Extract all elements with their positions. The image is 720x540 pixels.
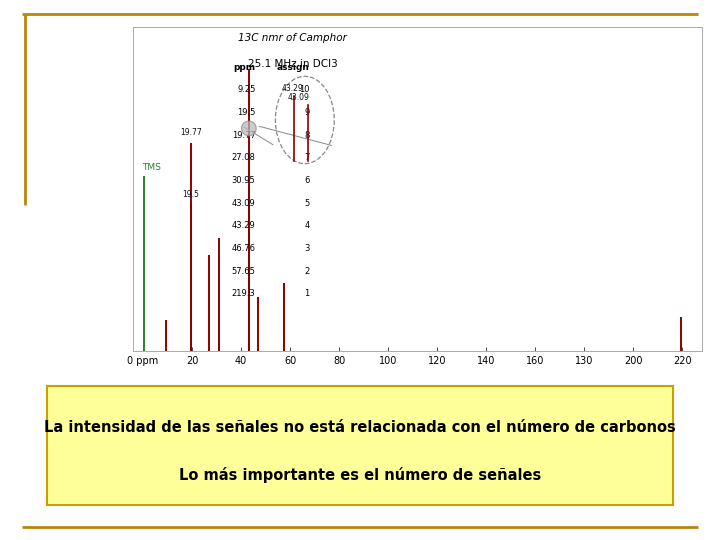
Text: ppm: ppm [233, 63, 256, 72]
Text: assign: assign [276, 63, 310, 72]
Text: 30.95: 30.95 [232, 176, 256, 185]
Text: 4: 4 [305, 221, 310, 231]
Text: 13C nmr of Camphor: 13C nmr of Camphor [238, 33, 347, 44]
Ellipse shape [241, 121, 256, 136]
Text: 19.5: 19.5 [237, 108, 256, 117]
Text: 9: 9 [305, 108, 310, 117]
Text: 46.76: 46.76 [232, 244, 256, 253]
Text: 2: 2 [305, 267, 310, 276]
Text: 27.08: 27.08 [232, 153, 256, 163]
Text: 5: 5 [305, 199, 310, 208]
Text: 25.1 MHz in DCl3: 25.1 MHz in DCl3 [248, 59, 338, 70]
Text: 43.29: 43.29 [282, 84, 303, 93]
Text: 219.3: 219.3 [232, 289, 256, 299]
Text: 19.5: 19.5 [182, 190, 199, 199]
Text: 43.09: 43.09 [288, 93, 310, 102]
Text: 57.65: 57.65 [232, 267, 256, 276]
Text: 1: 1 [305, 289, 310, 299]
Text: La intensidad de las señales no está relacionada con el número de carbonos: La intensidad de las señales no está rel… [44, 420, 676, 435]
Text: 8: 8 [304, 131, 310, 140]
Text: 19.77: 19.77 [232, 131, 256, 140]
Text: 43.09: 43.09 [232, 199, 256, 208]
Text: TMS: TMS [142, 163, 161, 172]
Text: 9.25: 9.25 [237, 85, 256, 94]
Text: 19.77: 19.77 [181, 128, 202, 137]
Text: Lo más importante es el número de señales: Lo más importante es el número de señale… [179, 467, 541, 483]
Text: 3: 3 [304, 244, 310, 253]
Text: 10: 10 [299, 85, 310, 94]
Text: 7: 7 [304, 153, 310, 163]
Text: 6: 6 [304, 176, 310, 185]
Text: 43.29: 43.29 [232, 221, 256, 231]
